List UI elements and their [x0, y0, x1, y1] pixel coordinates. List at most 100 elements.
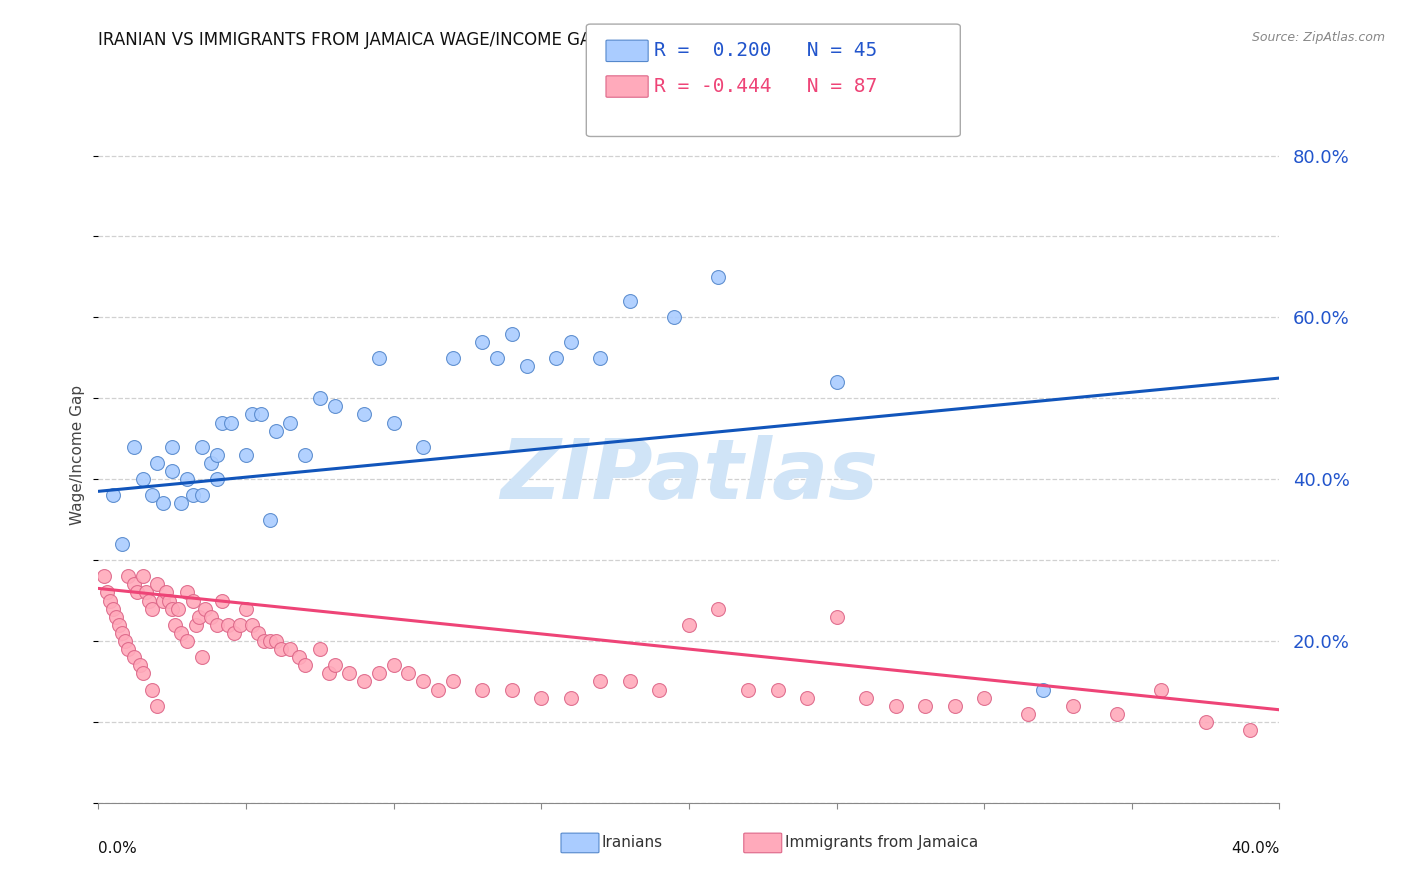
Text: IRANIAN VS IMMIGRANTS FROM JAMAICA WAGE/INCOME GAP CORRELATION CHART: IRANIAN VS IMMIGRANTS FROM JAMAICA WAGE/…	[98, 31, 787, 49]
Point	[560, 690, 582, 705]
Point	[1105, 706, 1128, 721]
Point	[323, 400, 346, 414]
Point	[914, 698, 936, 713]
Point	[217, 617, 239, 632]
Point	[211, 416, 233, 430]
Point	[412, 674, 434, 689]
Point	[1062, 698, 1084, 713]
Point	[205, 617, 228, 632]
Point	[191, 488, 214, 502]
Point	[167, 601, 190, 615]
Point	[194, 601, 217, 615]
Point	[205, 448, 228, 462]
Point	[259, 513, 281, 527]
Point	[323, 658, 346, 673]
Point	[825, 375, 848, 389]
Point	[530, 690, 553, 705]
Point	[1239, 723, 1261, 737]
Point	[146, 698, 169, 713]
Point	[219, 416, 242, 430]
Point	[412, 440, 434, 454]
Point	[235, 601, 257, 615]
Point	[441, 351, 464, 365]
Point	[353, 408, 375, 422]
Point	[619, 674, 641, 689]
Point	[157, 593, 180, 607]
Point	[152, 496, 174, 510]
Point	[515, 359, 537, 373]
Text: ZIPatlas: ZIPatlas	[501, 435, 877, 516]
Point	[191, 650, 214, 665]
Point	[229, 617, 252, 632]
Point	[176, 634, 198, 648]
Point	[125, 585, 148, 599]
Point	[309, 392, 332, 406]
Point	[155, 585, 177, 599]
Point	[122, 650, 145, 665]
Point	[589, 351, 612, 365]
Point	[103, 601, 125, 615]
Point	[111, 626, 134, 640]
Text: R = -0.444   N = 87: R = -0.444 N = 87	[654, 77, 877, 96]
Point	[170, 626, 193, 640]
Point	[146, 456, 169, 470]
Point	[103, 488, 125, 502]
Point	[96, 585, 118, 599]
Point	[141, 488, 163, 502]
Point	[132, 472, 155, 486]
Point	[122, 577, 145, 591]
Point	[117, 569, 139, 583]
Point	[884, 698, 907, 713]
Text: 40.0%: 40.0%	[1232, 841, 1279, 856]
Point	[396, 666, 419, 681]
Point	[471, 334, 494, 349]
Point	[240, 408, 263, 422]
Point	[108, 617, 131, 632]
Point	[546, 351, 568, 365]
Point	[211, 593, 233, 607]
Point	[200, 609, 222, 624]
Point	[368, 351, 391, 365]
Point	[619, 294, 641, 309]
Point	[1150, 682, 1173, 697]
Point	[191, 440, 214, 454]
Point	[253, 634, 276, 648]
Point	[93, 569, 115, 583]
Point	[678, 617, 700, 632]
Point	[176, 585, 198, 599]
Point	[278, 642, 302, 657]
Point	[162, 440, 183, 454]
Point	[162, 601, 183, 615]
Point	[170, 496, 193, 510]
Point	[825, 609, 848, 624]
Point	[441, 674, 464, 689]
Point	[111, 537, 134, 551]
Point	[1017, 706, 1039, 721]
Text: Immigrants from Jamaica: Immigrants from Jamaica	[785, 836, 977, 850]
Point	[973, 690, 995, 705]
Point	[259, 634, 281, 648]
Text: 0.0%: 0.0%	[98, 841, 138, 856]
Point	[205, 472, 228, 486]
Point	[707, 601, 730, 615]
Point	[664, 310, 686, 325]
Point	[181, 488, 204, 502]
Point	[339, 666, 360, 681]
Point	[240, 617, 263, 632]
Point	[162, 464, 183, 478]
Point	[309, 642, 332, 657]
Point	[181, 593, 204, 607]
Point	[707, 269, 730, 284]
Point	[250, 408, 273, 422]
Point	[138, 593, 160, 607]
Point	[1195, 714, 1218, 729]
Point	[486, 351, 509, 365]
Point	[368, 666, 391, 681]
Point	[560, 334, 582, 349]
Point	[152, 593, 174, 607]
Point	[105, 609, 128, 624]
Point	[122, 440, 145, 454]
Point	[224, 626, 246, 640]
Text: Iranians: Iranians	[602, 836, 662, 850]
Point	[943, 698, 966, 713]
